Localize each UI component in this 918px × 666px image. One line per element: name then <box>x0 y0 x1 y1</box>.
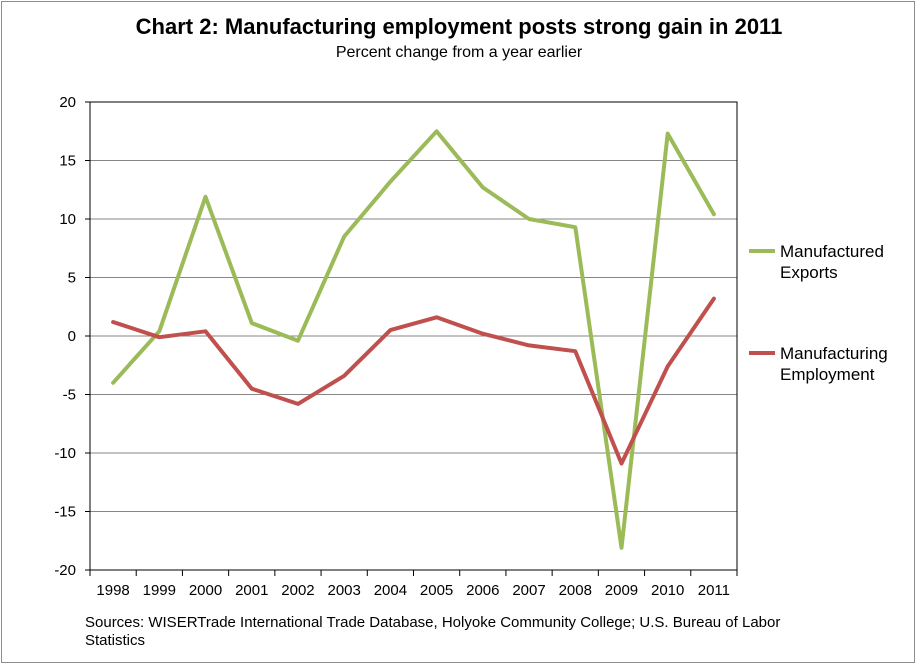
y-tick-label: 10 <box>59 211 76 228</box>
legend-label: Manufactured <box>780 242 884 261</box>
y-axis-labels: 20 15 10 5 0 -5 -10 -15 -20 <box>54 94 76 579</box>
y-tick-label: -10 <box>54 445 76 462</box>
x-tick-label: 1998 <box>96 582 129 599</box>
y-tick-label: 15 <box>59 153 76 170</box>
y-tick-label: -5 <box>63 387 76 404</box>
legend-label: Manufacturing <box>780 344 888 363</box>
x-tick-label: 2010 <box>651 582 684 599</box>
y-tick-label: 5 <box>68 270 76 287</box>
x-tick-label: 2002 <box>281 582 314 599</box>
series-line-manufactured-exports <box>111 129 716 550</box>
y-tick-label: 0 <box>68 328 76 345</box>
y-tick-label: -20 <box>54 562 76 579</box>
x-axis-labels: 1998 1999 2000 2001 2002 2003 2004 2005 2006 2007… <box>96 582 730 599</box>
x-tick-label: 2007 <box>512 582 545 599</box>
x-tick-label: 2006 <box>466 582 499 599</box>
x-axis-ticks <box>89 570 738 576</box>
x-tick-label: 2009 <box>605 582 638 599</box>
x-tick-label: 2008 <box>559 582 592 599</box>
x-tick-label: 2011 <box>698 582 730 599</box>
series-line-manufacturing-employment <box>111 296 716 466</box>
legend-label: Exports <box>780 263 838 282</box>
series-lines <box>111 129 716 550</box>
x-tick-label: 2005 <box>420 582 453 599</box>
y-tick-label: -15 <box>54 504 76 521</box>
x-tick-label: 2000 <box>189 582 222 599</box>
source-note: Sources: WISERTrade International Trade … <box>85 614 781 649</box>
x-tick-label: 2004 <box>374 582 407 599</box>
legend: Manufactured Exports Manufacturing Employme… <box>749 242 888 384</box>
x-tick-label: 2001 <box>235 582 268 599</box>
chart-title: Chart 2: Manufacturing employment posts … <box>135 14 783 39</box>
y-tick-label: 20 <box>59 94 76 111</box>
legend-label: Employment <box>780 365 875 384</box>
x-tick-label: 2003 <box>327 582 360 599</box>
chart-subtitle: Percent change from a year earlier <box>335 44 583 61</box>
x-tick-label: 1999 <box>143 582 176 599</box>
